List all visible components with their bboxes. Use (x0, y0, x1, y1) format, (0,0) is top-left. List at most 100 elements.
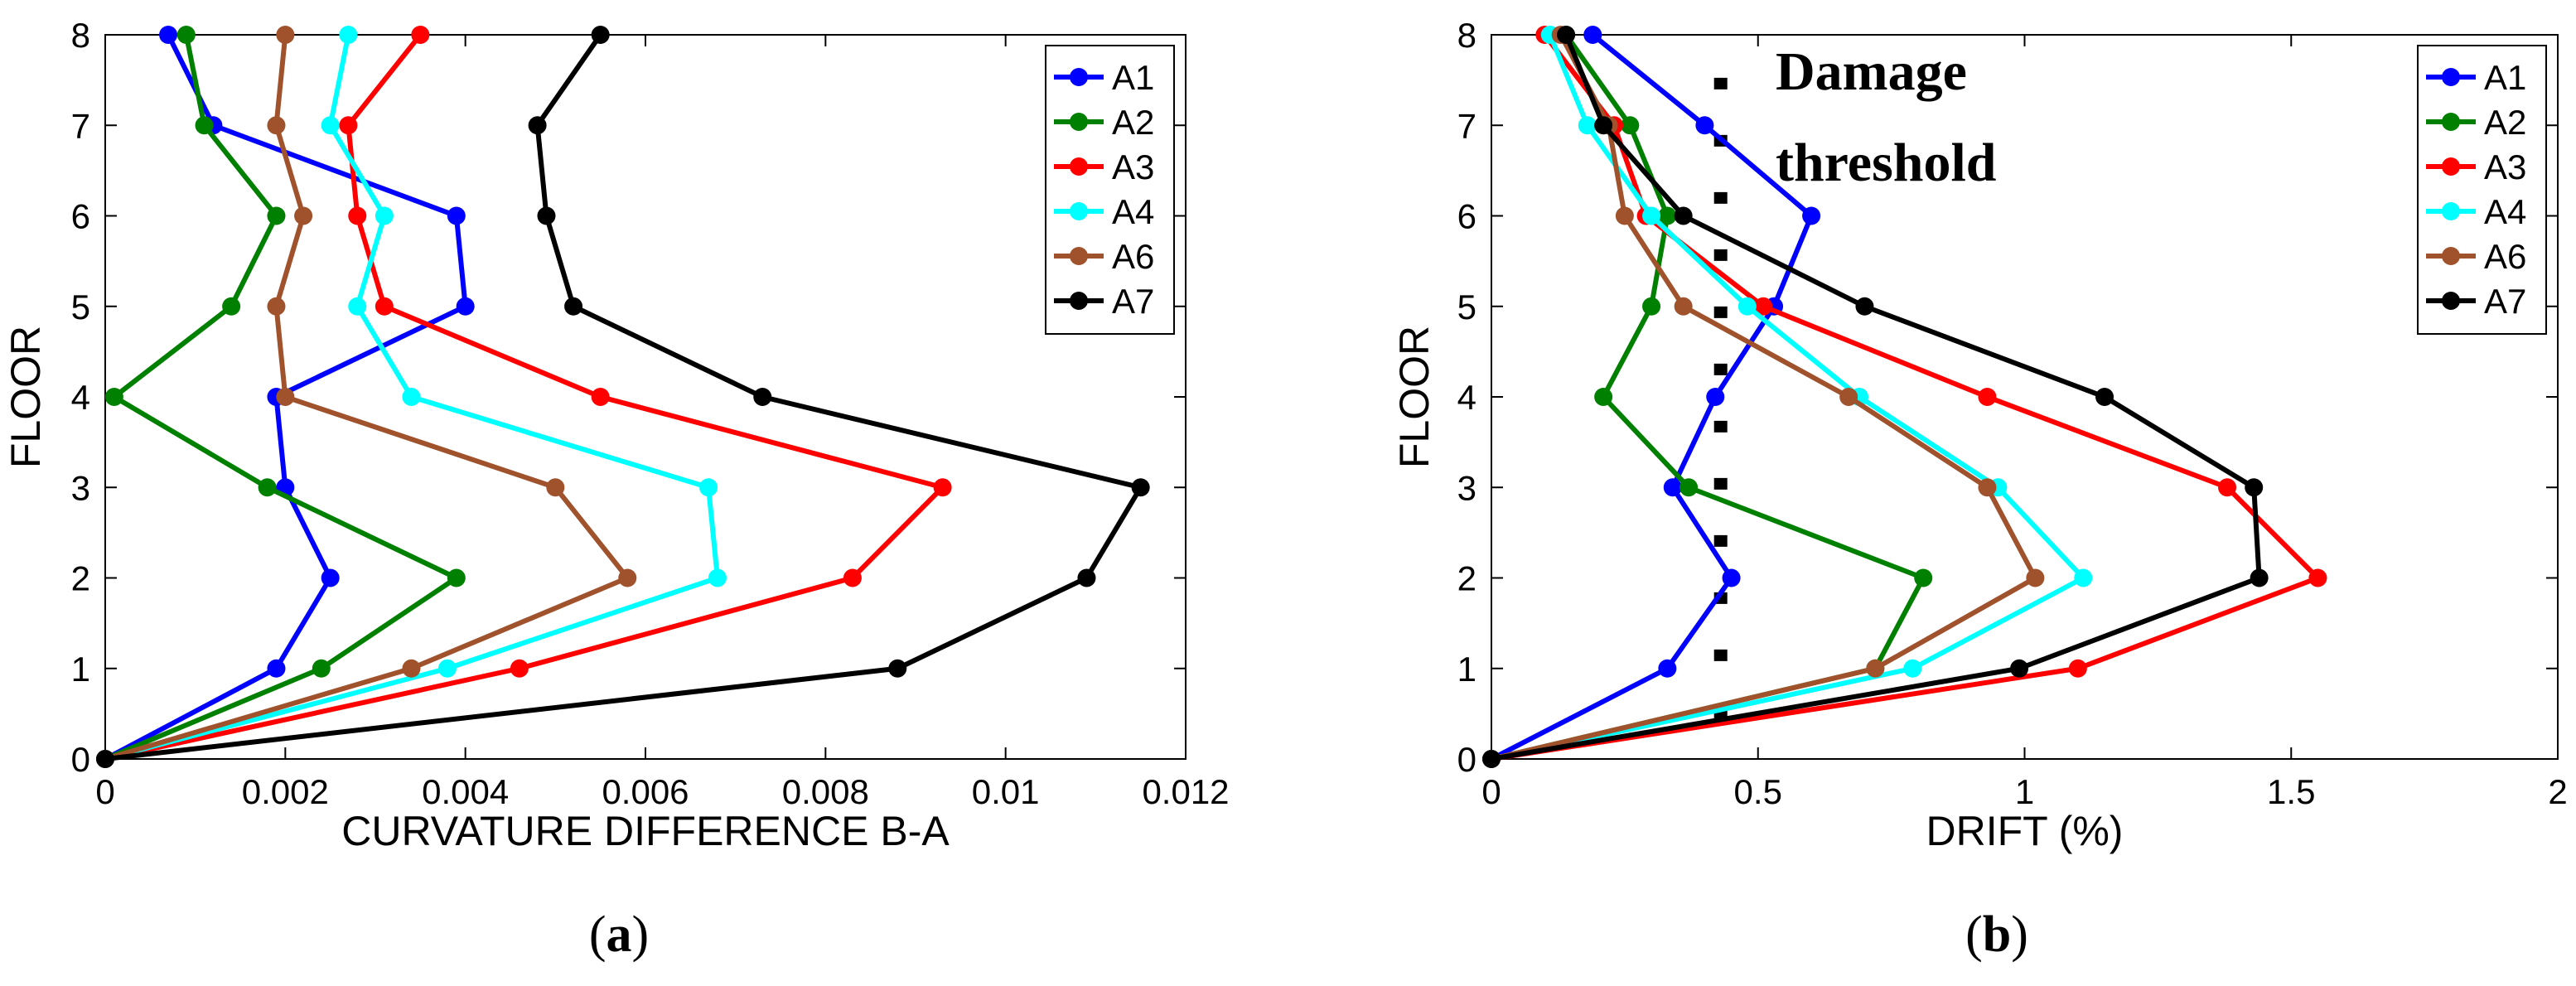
data-point-a4 (375, 206, 394, 225)
data-point-a6 (276, 388, 295, 406)
data-point-a1 (1583, 26, 1602, 44)
data-point-a3 (843, 568, 862, 587)
legend-box (2417, 45, 2547, 335)
legend-label-a1: A1 (2484, 58, 2526, 97)
data-point-a2 (1679, 478, 1699, 497)
x-tick-label: 0.01 (972, 772, 1040, 811)
legend-marker-a4 (2442, 202, 2460, 220)
data-point-a7 (888, 659, 907, 678)
x-tick-label: 0 (1481, 772, 1501, 811)
data-point-a7 (1557, 26, 1576, 44)
legend-box (1045, 45, 1175, 335)
data-point-a6 (1978, 478, 1997, 497)
data-point-a7 (1077, 568, 1096, 587)
data-point-a1 (1658, 659, 1677, 678)
data-point-a4 (348, 297, 367, 316)
y-tick-label: 4 (1457, 378, 1476, 417)
data-point-a1 (1695, 116, 1714, 135)
y-tick-label: 7 (1457, 106, 1476, 145)
plot-area (1491, 34, 2559, 760)
data-point-a2 (104, 388, 123, 406)
data-point-a2 (1642, 297, 1661, 316)
legend-marker-a6 (1070, 247, 1088, 265)
legend-label-a7: A7 (1112, 282, 1154, 321)
data-point-a6 (402, 659, 421, 678)
data-point-a4 (1578, 116, 1597, 135)
data-point-a7 (1131, 478, 1150, 497)
data-point-a4 (699, 478, 718, 497)
data-point-a3 (1978, 388, 1997, 406)
y-tick-label: 8 (71, 16, 90, 55)
x-tick-label: 0 (95, 772, 114, 811)
data-point-a7 (1855, 297, 1874, 316)
data-point-a2 (176, 26, 196, 44)
legend-label-a4: A4 (1112, 192, 1154, 231)
panel-label-open: ( (1965, 906, 1983, 963)
data-point-a7 (2010, 659, 2029, 678)
data-point-a7 (2245, 478, 2264, 497)
legend-label-a1: A1 (1112, 58, 1154, 97)
data-point-a1 (1802, 206, 1821, 225)
data-point-a3 (1754, 297, 1773, 316)
data-point-a6 (546, 478, 565, 497)
y-axis-label: FLOOR (2, 326, 49, 468)
data-point-a1 (1722, 568, 1741, 587)
legend-label-a7: A7 (2484, 282, 2526, 321)
y-tick-label: 0 (71, 740, 90, 779)
legend: A1 A2 A3 A4 A6 A7 (1045, 45, 1175, 335)
y-tick-label: 3 (1457, 468, 1476, 507)
x-tick-label: 0.008 (782, 772, 869, 811)
y-tick-label: 3 (71, 468, 90, 507)
data-point-a3 (2218, 478, 2237, 497)
panel-label-close: ) (632, 906, 650, 963)
data-point-a2 (447, 568, 466, 587)
data-point-a3 (591, 388, 610, 406)
data-point-a2 (1621, 116, 1640, 135)
y-tick-label: 5 (71, 288, 90, 326)
data-point-a4 (1737, 297, 1757, 316)
x-axis-label: CURVATURE DIFFERENCE B-A (341, 808, 950, 854)
data-point-a6 (1839, 388, 1858, 406)
legend-marker-a3 (1070, 157, 1088, 176)
data-point-a3 (2068, 659, 2087, 678)
data-point-a4 (402, 388, 421, 406)
x-tick-label: 2 (2548, 772, 2567, 811)
panel-a-chart: 0 0.002 0.004 0.006 0.008 0.01 0.012 0 1 2 3 4 5 6 7 8 C… (2, 16, 1230, 963)
legend-label-a3: A3 (2484, 147, 2526, 186)
legend-label-a4: A4 (2484, 192, 2526, 231)
legend-label-a6: A6 (2484, 237, 2526, 276)
data-point-a7 (537, 206, 556, 225)
panel-label-open: ( (589, 906, 607, 963)
data-point-a1 (321, 568, 340, 587)
threshold-label-line2: threshold (1776, 133, 1997, 193)
data-point-a4 (1642, 206, 1661, 225)
x-tick-label: 0.012 (1142, 772, 1229, 811)
data-point-a7 (591, 26, 610, 44)
legend-marker-a1 (2442, 68, 2460, 86)
panel-label: (a) (589, 906, 649, 963)
data-point-a1 (456, 297, 475, 316)
legend-marker-a7 (1070, 292, 1088, 310)
data-point-a2 (222, 297, 241, 316)
legend-label-a6: A6 (1112, 237, 1154, 276)
data-point-a4 (2074, 568, 2093, 587)
x-tick-label: 0.004 (422, 772, 509, 811)
panel-label-letter: a (607, 906, 632, 963)
data-point-a3 (411, 26, 430, 44)
panel-label-letter: b (1983, 906, 2011, 963)
data-point-a7 (564, 297, 583, 316)
x-tick-label: 1.5 (2267, 772, 2315, 811)
data-point-a7 (1482, 750, 1501, 768)
legend-marker-a6 (2442, 247, 2460, 265)
data-point-a7 (2250, 568, 2269, 587)
data-point-a6 (1615, 206, 1634, 225)
data-point-a2 (312, 659, 331, 678)
data-point-a4 (321, 116, 340, 135)
data-point-a7 (528, 116, 547, 135)
y-tick-label: 8 (1457, 16, 1476, 55)
data-point-a2 (267, 206, 286, 225)
data-point-a6 (267, 297, 286, 316)
y-tick-label: 4 (71, 378, 90, 417)
data-point-a4 (708, 568, 727, 587)
